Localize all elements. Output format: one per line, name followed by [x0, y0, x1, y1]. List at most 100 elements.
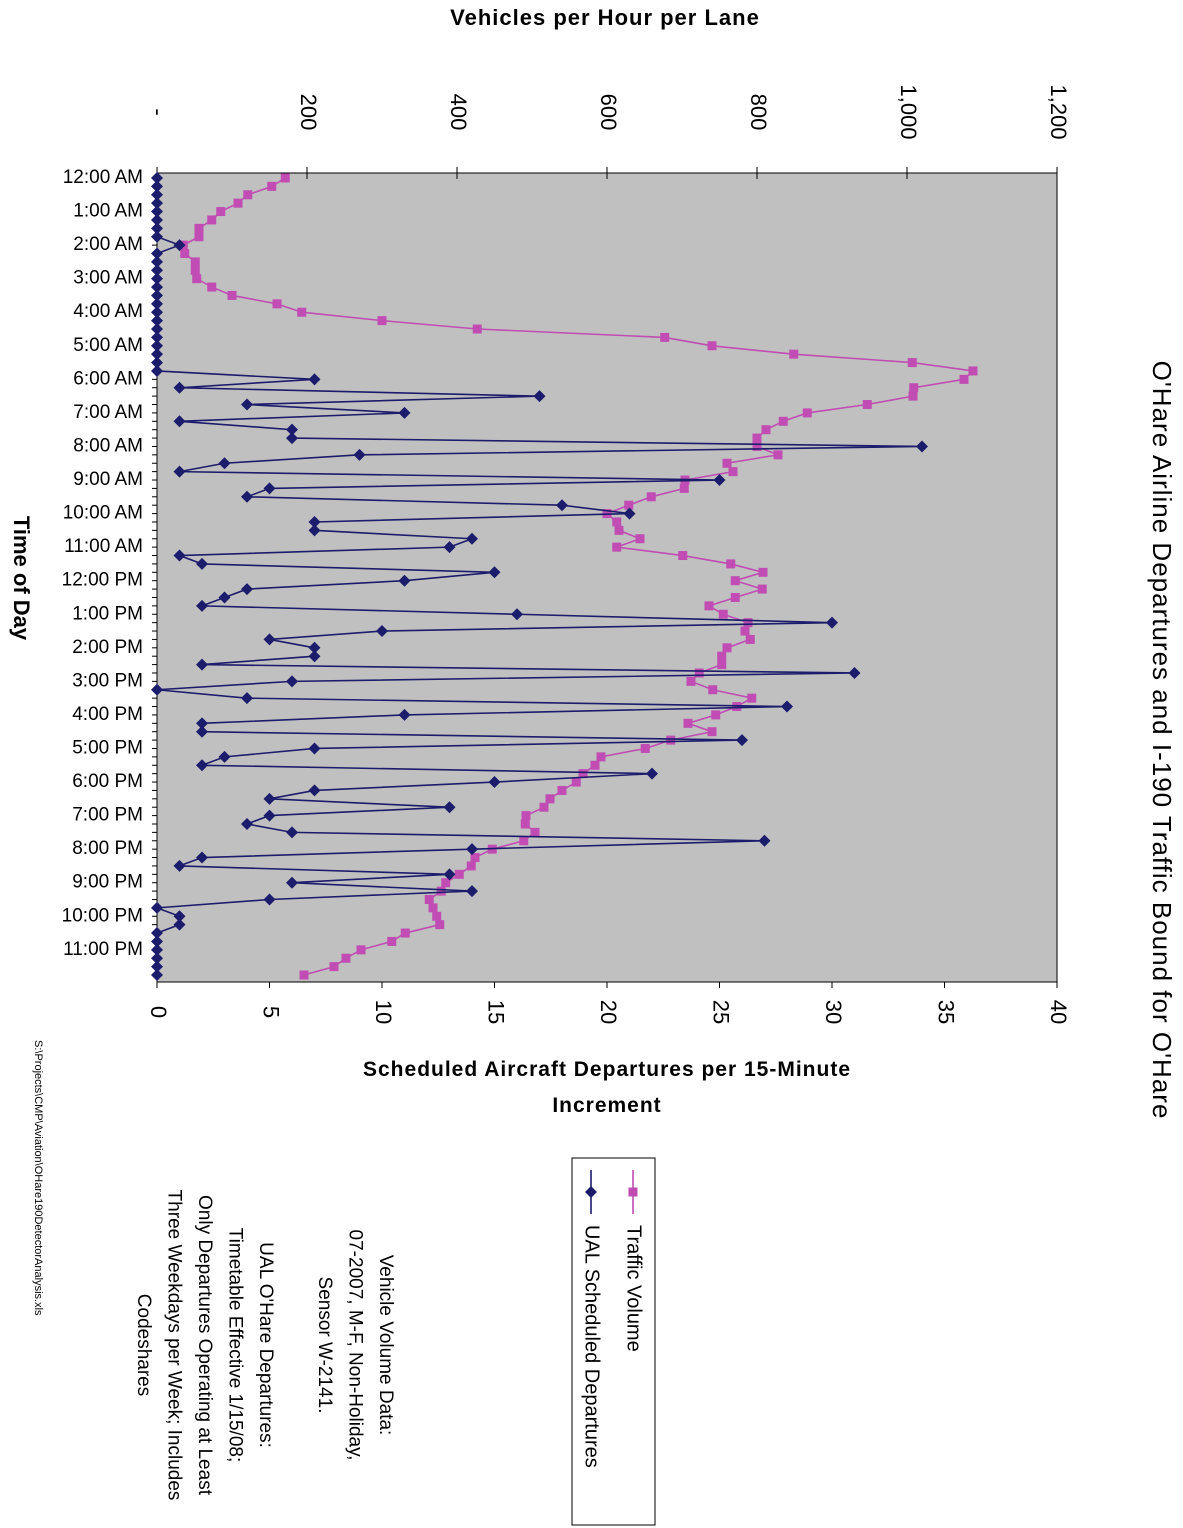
marker: [752, 433, 762, 443]
marker: [190, 257, 200, 267]
marker: [286, 876, 298, 889]
marker: [466, 843, 478, 856]
y-tick-label: 35: [934, 1000, 959, 1024]
x-tick-label: 3:00 PM: [72, 670, 143, 691]
marker: [272, 299, 282, 309]
marker: [151, 222, 163, 235]
marker: [789, 349, 799, 359]
marker: [736, 734, 748, 747]
marker: [545, 794, 555, 804]
marker: [151, 213, 163, 226]
marker: [571, 777, 581, 787]
marker: [758, 834, 771, 847]
marker: [329, 962, 339, 972]
marker: [596, 752, 606, 762]
marker: [466, 885, 478, 898]
marker: [151, 927, 163, 940]
marker: [280, 173, 290, 183]
marker: [730, 592, 740, 602]
x-tick-label: 4:00 PM: [72, 704, 143, 725]
marker: [207, 282, 217, 292]
marker: [704, 601, 714, 611]
marker: [666, 735, 676, 745]
marker: [151, 188, 163, 201]
note-line: Vehicle Volume Data:: [375, 1255, 396, 1436]
marker: [151, 289, 163, 302]
marker: [646, 767, 658, 780]
marker: [640, 743, 650, 753]
marker: [151, 969, 163, 981]
marker: [909, 383, 919, 393]
y2-tick-label: -: [146, 108, 171, 115]
marker: [241, 817, 253, 830]
marker: [757, 584, 767, 594]
x-tick-label: 12:00 PM: [62, 570, 143, 591]
marker: [707, 341, 717, 351]
marker: [728, 467, 738, 477]
y-tick-label: 15: [484, 1000, 509, 1024]
marker: [908, 391, 918, 401]
legend-box: [571, 1157, 656, 1526]
marker: [466, 861, 476, 871]
marker: [862, 400, 872, 410]
marker: [726, 559, 736, 569]
x-tick-label: 7:00 PM: [72, 805, 143, 826]
marker: [196, 557, 208, 570]
marker: [308, 524, 321, 537]
marker: [752, 441, 762, 451]
marker: [151, 247, 163, 260]
marker: [151, 314, 163, 327]
marker: [758, 567, 768, 577]
marker: [443, 868, 456, 881]
marker: [151, 264, 163, 277]
x-tick-label: 3:00 AM: [73, 268, 143, 289]
marker: [530, 827, 540, 837]
marker: [428, 903, 438, 913]
y-tick-label: 40: [1046, 1000, 1071, 1024]
marker: [151, 952, 163, 965]
marker: [679, 483, 689, 493]
marker: [308, 373, 321, 386]
marker: [196, 599, 208, 612]
marker: [398, 574, 411, 587]
marker: [848, 666, 861, 679]
marker: [151, 935, 163, 948]
x-tick-label: 10:00 AM: [63, 503, 143, 524]
marker: [740, 626, 750, 636]
marker: [398, 708, 411, 721]
footer: S:\Projects\CMP\Aviation\OHare190Detecto…: [32, 1040, 44, 1316]
y2-tick-label: 800: [746, 94, 771, 131]
legend-label: Traffic Volume: [623, 1225, 645, 1352]
note-line: 07-2007, M-F, Non-Holiday,: [344, 1230, 365, 1461]
marker: [151, 364, 163, 377]
y-tick-label: 5: [259, 1006, 284, 1018]
marker: [308, 650, 321, 663]
marker: [180, 249, 190, 259]
marker: [578, 769, 588, 779]
marker: [743, 618, 753, 628]
marker: [377, 316, 387, 326]
marker: [707, 727, 717, 737]
x-tick-label: 9:00 PM: [72, 872, 143, 893]
marker: [151, 180, 163, 193]
marker: [533, 390, 546, 403]
marker: [623, 507, 636, 520]
marker: [151, 306, 163, 319]
x-tick-label: 1:00 AM: [73, 201, 143, 222]
marker: [718, 609, 728, 619]
x-tick-label: 4:00 AM: [73, 301, 143, 322]
marker: [717, 660, 727, 670]
x-tick-label: 6:00 PM: [72, 771, 143, 792]
y-tick-label: 25: [709, 1000, 734, 1024]
marker: [711, 710, 721, 720]
marker: [907, 358, 917, 368]
x-tick-label: 8:00 AM: [73, 435, 143, 456]
marker: [151, 281, 163, 294]
marker: [590, 760, 600, 770]
marker: [173, 381, 186, 394]
marker: [151, 230, 163, 243]
y-tick-label: 0: [146, 1006, 171, 1018]
marker: [708, 685, 718, 695]
marker: [683, 718, 693, 728]
marker: [241, 692, 253, 705]
